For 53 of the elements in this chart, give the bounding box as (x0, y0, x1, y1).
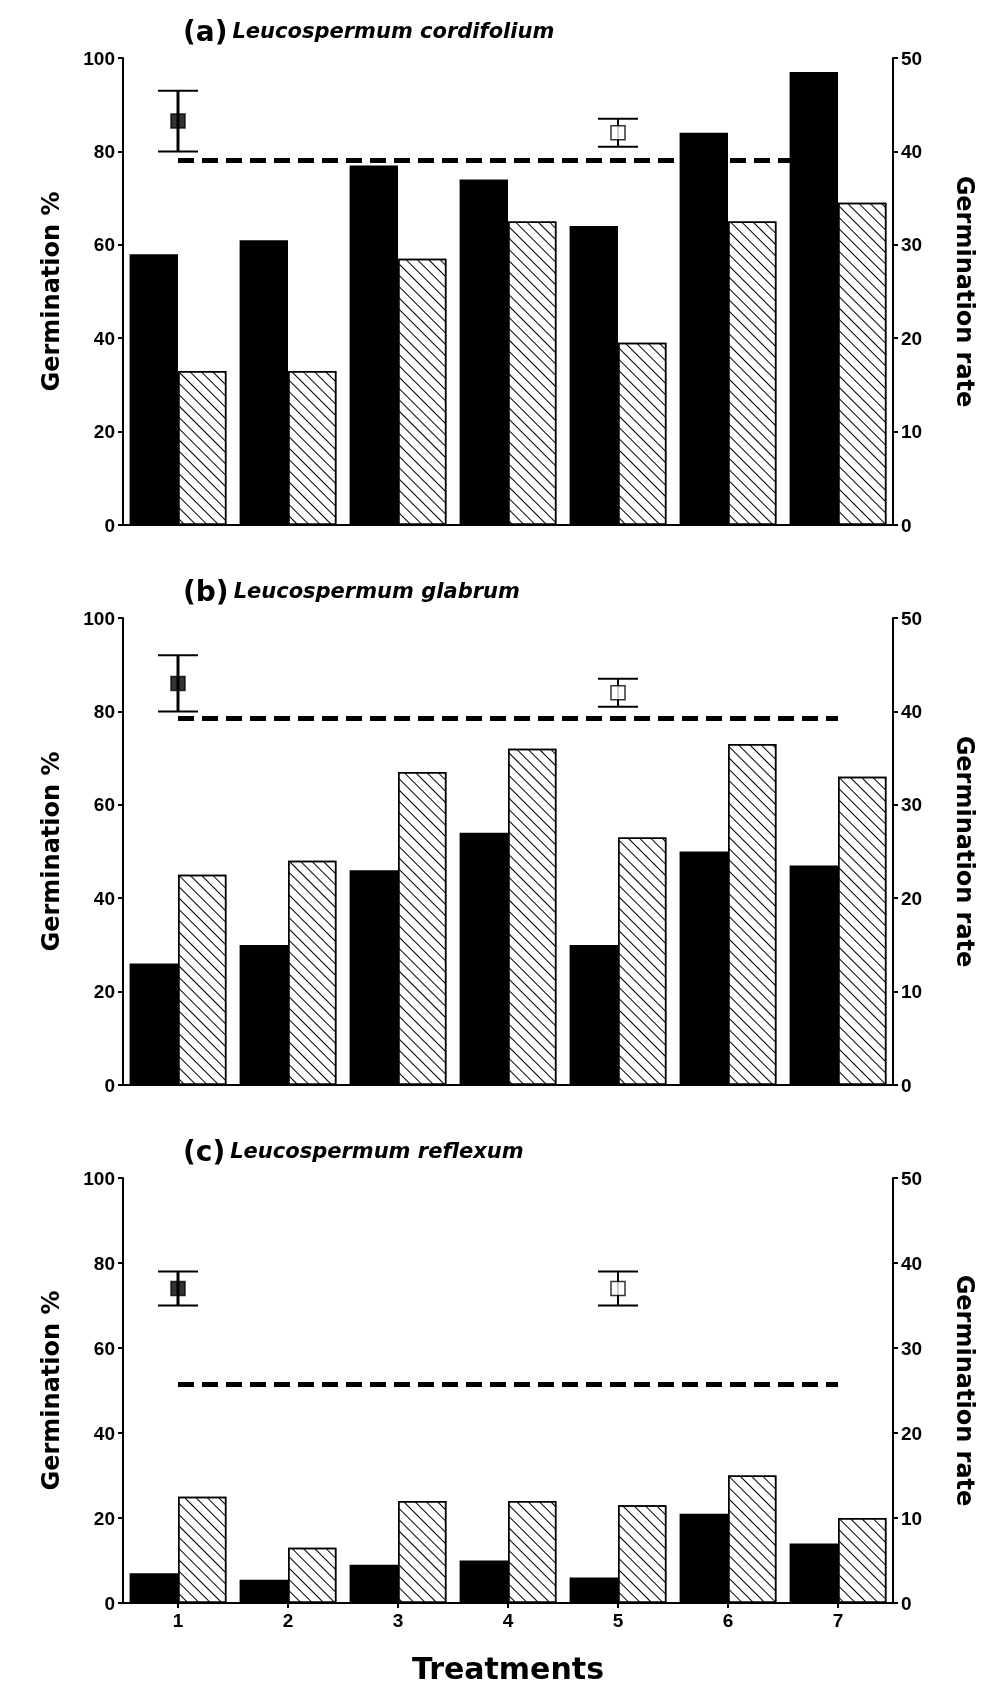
y2-tick-label: 20 (901, 327, 923, 349)
y-tick-label: 0 (104, 514, 115, 536)
y-tick-label: 60 (93, 1337, 115, 1359)
x-tick-label: 6 (722, 1610, 734, 1631)
y-tick-label: 100 (83, 607, 115, 629)
y2-tick-label: 10 (901, 421, 923, 443)
y-tick-label: 80 (93, 1252, 115, 1274)
y2-axis-title: Germination rate (951, 1274, 979, 1507)
y-tick-label: 40 (93, 1422, 115, 1444)
y-tick-label: 0 (104, 1074, 115, 1096)
chart-title: (a) Leucospermum cordifolium (183, 14, 555, 48)
chart-title: (b) Leucospermum glabrum (183, 574, 520, 608)
y-axis-title: Germination % (37, 751, 65, 952)
y-tick-label: 20 (93, 981, 115, 1003)
x-tick-label: 7 (832, 1610, 844, 1631)
y2-tick-label: 50 (901, 607, 923, 629)
y2-tick-label: 20 (901, 887, 923, 909)
chart-title: (c) Leucospermum reflexum (183, 1134, 524, 1168)
x-tick-label: 1 (172, 1610, 184, 1631)
y-tick-label: 0 (104, 1592, 115, 1614)
y2-tick-label: 10 (901, 981, 923, 1003)
y-tick-label: 100 (83, 1167, 115, 1189)
y2-tick-label: 40 (901, 700, 923, 722)
y2-tick-label: 50 (901, 1167, 923, 1189)
y-tick-label: 60 (93, 794, 115, 816)
y2-tick-label: 50 (901, 47, 923, 69)
x-tick-label: 4 (502, 1610, 514, 1631)
y-tick-label: 40 (93, 327, 115, 349)
x-tick-label: 3 (392, 1610, 404, 1631)
y-axis-title: Germination % (37, 191, 65, 392)
y2-tick-label: 0 (901, 1074, 912, 1096)
y2-tick-label: 40 (901, 1252, 923, 1274)
y2-axis-title: Germination rate (951, 175, 979, 408)
y2-tick-label: 10 (901, 1507, 923, 1529)
y2-tick-label: 40 (901, 140, 923, 162)
y-tick-label: 20 (93, 1507, 115, 1529)
x-tick-label: 5 (612, 1610, 624, 1631)
x-tick-label: 2 (282, 1610, 294, 1631)
y2-tick-label: 30 (901, 794, 923, 816)
y2-tick-label: 30 (901, 1337, 923, 1359)
y2-tick-label: 30 (901, 234, 923, 256)
y-axis-title: Germination % (37, 1290, 65, 1491)
y-tick-label: 100 (83, 47, 115, 69)
y2-tick-label: 0 (901, 514, 912, 536)
x-axis-title: Treatments (411, 1650, 605, 1686)
y-tick-label: 60 (93, 234, 115, 256)
y-tick-label: 20 (93, 421, 115, 443)
y2-tick-label: 0 (901, 1592, 912, 1614)
y-tick-label: 40 (93, 887, 115, 909)
y-tick-label: 80 (93, 700, 115, 722)
y-tick-label: 80 (93, 140, 115, 162)
y2-tick-label: 20 (901, 1422, 923, 1444)
y2-axis-title: Germination rate (951, 735, 979, 968)
